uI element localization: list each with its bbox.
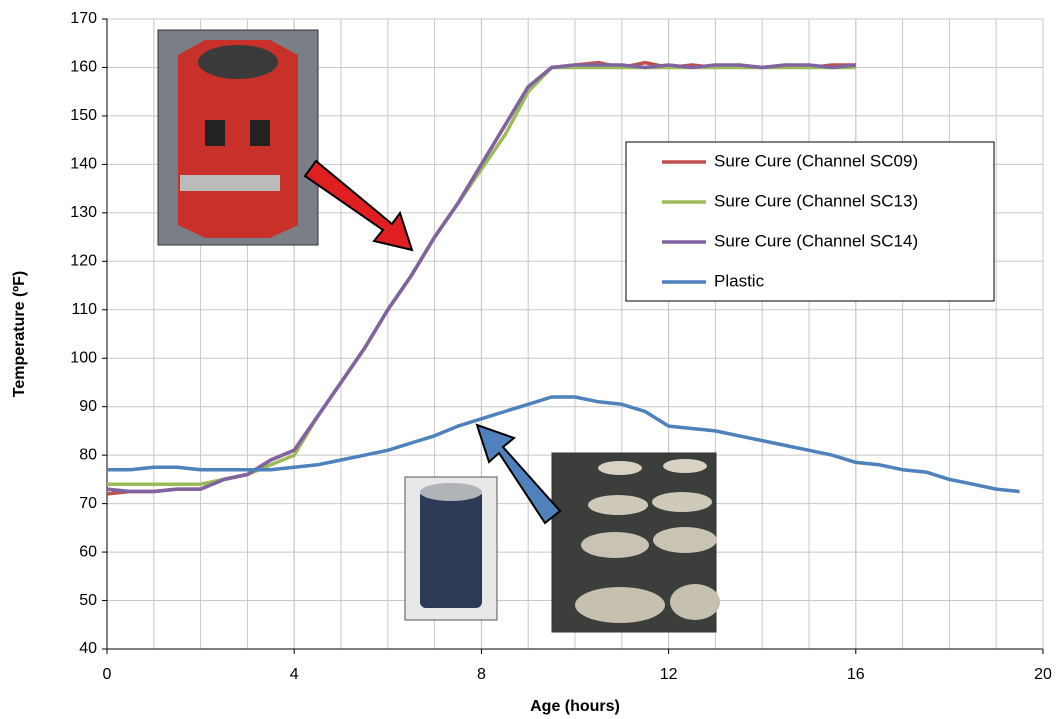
y-tick-label: 110 xyxy=(71,301,97,318)
x-tick-label: 4 xyxy=(290,666,299,683)
y-tick-label: 40 xyxy=(79,640,97,657)
x-tick-label: 0 xyxy=(103,666,112,683)
x-axis-title: Age (hours) xyxy=(530,698,620,715)
legend-label: Plastic xyxy=(714,271,765,290)
x-tick-label: 16 xyxy=(847,666,865,683)
y-tick-label: 100 xyxy=(70,349,97,366)
legend-label: Sure Cure (Channel SC09) xyxy=(714,151,918,170)
legend-box xyxy=(625,141,995,302)
photo-plastic-cylinder xyxy=(404,476,498,621)
y-tick-label: 70 xyxy=(79,495,97,512)
legend-label: Sure Cure (Channel SC14) xyxy=(714,231,918,250)
y-tick-label: 170 xyxy=(70,10,97,27)
photo-cylinders-group xyxy=(551,452,720,633)
y-tick-label: 50 xyxy=(79,592,97,609)
y-tick-label: 160 xyxy=(70,59,97,76)
y-tick-label: 120 xyxy=(70,253,97,270)
x-tick-label: 8 xyxy=(477,666,486,683)
y-tick-label: 90 xyxy=(79,398,97,415)
y-tick-label: 60 xyxy=(79,543,97,560)
series-line xyxy=(107,395,1020,494)
y-tick-label: 150 xyxy=(70,107,97,124)
arrow-red xyxy=(303,159,414,252)
arrow-blue xyxy=(475,423,562,525)
lines xyxy=(106,60,1020,496)
legend: Sure Cure (Channel SC09) Sure Cure (Chann… xyxy=(625,141,995,302)
x-tick-label: 12 xyxy=(660,666,678,683)
y-axis-title: Temperature (ºF) xyxy=(11,271,28,397)
series-line xyxy=(106,63,856,494)
y-tick-label: 140 xyxy=(70,156,97,173)
y-tick-label: 130 xyxy=(70,204,97,221)
x-tick-label: 20 xyxy=(1034,666,1052,683)
legend-label: Sure Cure (Channel SC13) xyxy=(714,191,918,210)
photo-sure-cure xyxy=(157,29,319,246)
y-tick-label: 80 xyxy=(79,446,97,463)
